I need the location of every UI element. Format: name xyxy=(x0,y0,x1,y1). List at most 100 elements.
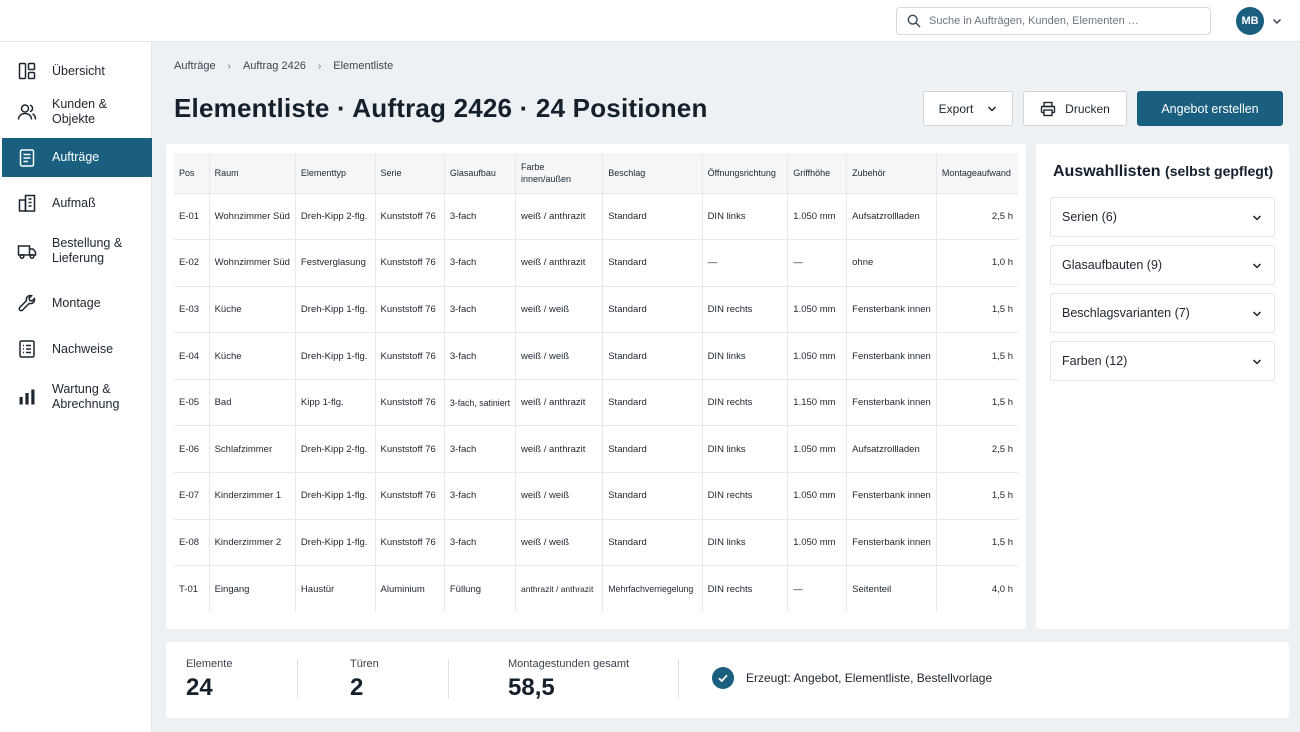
table-cell: Kunststoff 76 xyxy=(375,518,445,566)
column-header[interactable]: Elementtyp xyxy=(295,153,376,193)
table-cell: Wohnzimmer Süd xyxy=(209,239,296,287)
search-icon xyxy=(907,14,921,28)
page-title: Elementliste · Auftrag 2426 · 24 Positio… xyxy=(174,93,708,123)
table-cell: weiß / weiß xyxy=(515,518,604,566)
sidebar-item-aufmass[interactable]: Aufmaß xyxy=(2,190,152,216)
table-cell: E-08 xyxy=(174,518,210,566)
table-row[interactable]: E-03 Küche Dreh-Kipp 1-flg. Kunststoff 76 3-… xyxy=(174,285,1018,333)
create-offer-button[interactable]: Angebot erstellen xyxy=(1137,91,1283,126)
table-cell: E-06 xyxy=(174,425,210,473)
table-cell: 3-fach xyxy=(444,285,517,333)
element-table-card: Pos Raum Elementtyp Serie Glasaufbau Far… xyxy=(166,144,1026,629)
table-row[interactable]: E-07 Kinderzimmer 1 Dreh-Kipp 1-flg. Kunsts… xyxy=(174,472,1018,520)
table-row[interactable]: E-05 Bad Kipp 1-flg. Kunststoff 76 3-fach, s… xyxy=(174,378,1018,426)
panel-title-text: Auswahllisten xyxy=(1053,163,1161,180)
table-cell: Dreh-Kipp 1-flg. xyxy=(295,285,376,333)
table-cell: Fensterbank innen xyxy=(846,518,937,566)
column-header[interactable]: Zubehör xyxy=(846,153,937,193)
table-cell: weiß / anthrazit xyxy=(515,239,604,287)
column-header[interactable]: Öffnungsrichtung xyxy=(702,153,789,193)
sidebar-item-montage[interactable]: Montage xyxy=(2,290,152,316)
column-header[interactable]: Beschlag xyxy=(602,153,703,193)
stat-label: Montagestunden gesamt xyxy=(508,658,630,670)
table-cell: weiß / weiß xyxy=(515,472,604,520)
table-cell: Küche xyxy=(209,285,296,333)
column-header[interactable]: Serie xyxy=(375,153,445,193)
table-row[interactable]: T-01 Eingang Haustür Aluminium Füllung anthra… xyxy=(174,565,1018,613)
printer-icon xyxy=(1040,101,1056,116)
table-cell: E-02 xyxy=(174,239,210,287)
table-row[interactable]: E-08 Kinderzimmer 2 Dreh-Kipp 1-flg. Kunsts… xyxy=(174,518,1018,566)
column-header[interactable]: Montageaufwand xyxy=(936,153,1018,193)
table-cell: Fensterbank innen xyxy=(846,285,937,333)
table-cell: 1,0 h xyxy=(936,239,1018,287)
table-cell: Standard xyxy=(602,239,703,287)
breadcrumb-item[interactable]: Aufträge xyxy=(174,60,216,72)
table-row[interactable]: E-01 Wohnzimmer Süd Dreh-Kipp 2-flg. Kunsts… xyxy=(174,192,1018,240)
table-cell: 2,5 h xyxy=(936,425,1018,473)
table-cell: Standard xyxy=(602,518,703,566)
table-cell: Standard xyxy=(602,192,703,240)
search-box[interactable] xyxy=(896,7,1211,35)
breadcrumb-item[interactable]: Auftrag 2426 xyxy=(242,60,306,72)
column-header[interactable]: Glasaufbau xyxy=(444,153,517,193)
table-cell: Seitenteil xyxy=(846,565,937,613)
table-cell: 1.050 mm xyxy=(787,192,848,240)
accordion-label: Farben (12) xyxy=(1062,354,1128,368)
accordion-beschlagsvarianten[interactable]: Beschlagsvarianten (7) xyxy=(1050,293,1275,333)
export-button[interactable]: Export xyxy=(923,91,1013,126)
table-cell: 3-fach xyxy=(444,472,517,520)
table-cell: Standard xyxy=(602,332,703,380)
stat-label: Elemente xyxy=(186,658,233,670)
column-header[interactable]: Farbe innen/außen xyxy=(515,153,604,193)
sidebar-item-uebersicht[interactable]: Übersicht xyxy=(2,58,152,84)
building-icon xyxy=(16,192,38,214)
table-cell: Wohnzimmer Süd xyxy=(209,192,296,240)
accordion-farben[interactable]: Farben (12) xyxy=(1050,341,1275,381)
column-header[interactable]: Pos xyxy=(174,153,210,193)
table-row[interactable]: E-04 Küche Dreh-Kipp 1-flg. Kunststoff 76 3-… xyxy=(174,332,1018,380)
sidebar: Übersicht Kunden & Objekte Aufträge Aufm… xyxy=(0,42,152,732)
accordion-label: Beschlagsvarianten (7) xyxy=(1062,306,1190,320)
column-header[interactable]: Raum xyxy=(209,153,296,193)
table-cell: Kinderzimmer 1 xyxy=(209,472,296,520)
sidebar-item-bestellung[interactable]: Bestellung & Lieferung xyxy=(2,234,152,268)
sidebar-item-wartung[interactable]: Wartung & Abrechnung xyxy=(2,380,152,414)
table-cell: 4,0 h xyxy=(936,565,1018,613)
accordion-glasaufbauten[interactable]: Glasaufbauten (9) xyxy=(1050,245,1275,285)
table-cell: weiß / anthrazit xyxy=(515,425,604,473)
print-button[interactable]: Drucken xyxy=(1023,91,1127,126)
table-cell: Kunststoff 76 xyxy=(375,192,445,240)
table-cell: DIN rechts xyxy=(702,472,789,520)
table-cell: Standard xyxy=(602,285,703,333)
table-cell: E-05 xyxy=(174,378,210,426)
sidebar-item-nachweise[interactable]: Nachweise xyxy=(2,336,152,362)
table-cell: Dreh-Kipp 1-flg. xyxy=(295,332,376,380)
table-cell: Kunststoff 76 xyxy=(375,425,445,473)
table-row[interactable]: E-02 Wohnzimmer Süd Festverglasung Kunststo… xyxy=(174,239,1018,287)
sidebar-item-kunden[interactable]: Kunden & Objekte xyxy=(2,97,152,126)
table-cell: Mehrfachverriegelung xyxy=(602,565,703,613)
table-cell: DIN links xyxy=(702,332,789,380)
table-cell: — xyxy=(787,565,848,613)
accordion-serien[interactable]: Serien (6) xyxy=(1050,197,1275,237)
panel-title: Auswahllisten (selbst gepflegt) xyxy=(1053,163,1273,181)
selection-lists-panel: Auswahllisten (selbst gepflegt) Serien (… xyxy=(1036,144,1289,629)
avatar[interactable]: MB xyxy=(1236,7,1264,35)
table-cell: ohne xyxy=(846,239,937,287)
sidebar-item-label: Bestellung & Lieferung xyxy=(52,236,123,265)
column-header[interactable]: Griffhöhe xyxy=(787,153,848,193)
table-cell: 1,5 h xyxy=(936,378,1018,426)
search-input[interactable] xyxy=(929,15,1199,27)
sidebar-item-auftraege[interactable]: Aufträge xyxy=(2,138,152,177)
table-cell: E-01 xyxy=(174,192,210,240)
table-row[interactable]: E-06 Schlafzimmer Dreh-Kipp 2-flg. Kunststo… xyxy=(174,425,1018,473)
table-cell: 1.050 mm xyxy=(787,518,848,566)
table-cell: DIN links xyxy=(702,518,789,566)
table-cell: Küche xyxy=(209,332,296,380)
chevron-down-icon[interactable] xyxy=(1271,15,1283,27)
table-cell: Fensterbank innen xyxy=(846,332,937,380)
table-cell: weiß / weiß xyxy=(515,285,604,333)
accordion-label: Serien (6) xyxy=(1062,210,1117,224)
stat-hours: Montagestunden gesamt 58,5 xyxy=(508,658,629,702)
